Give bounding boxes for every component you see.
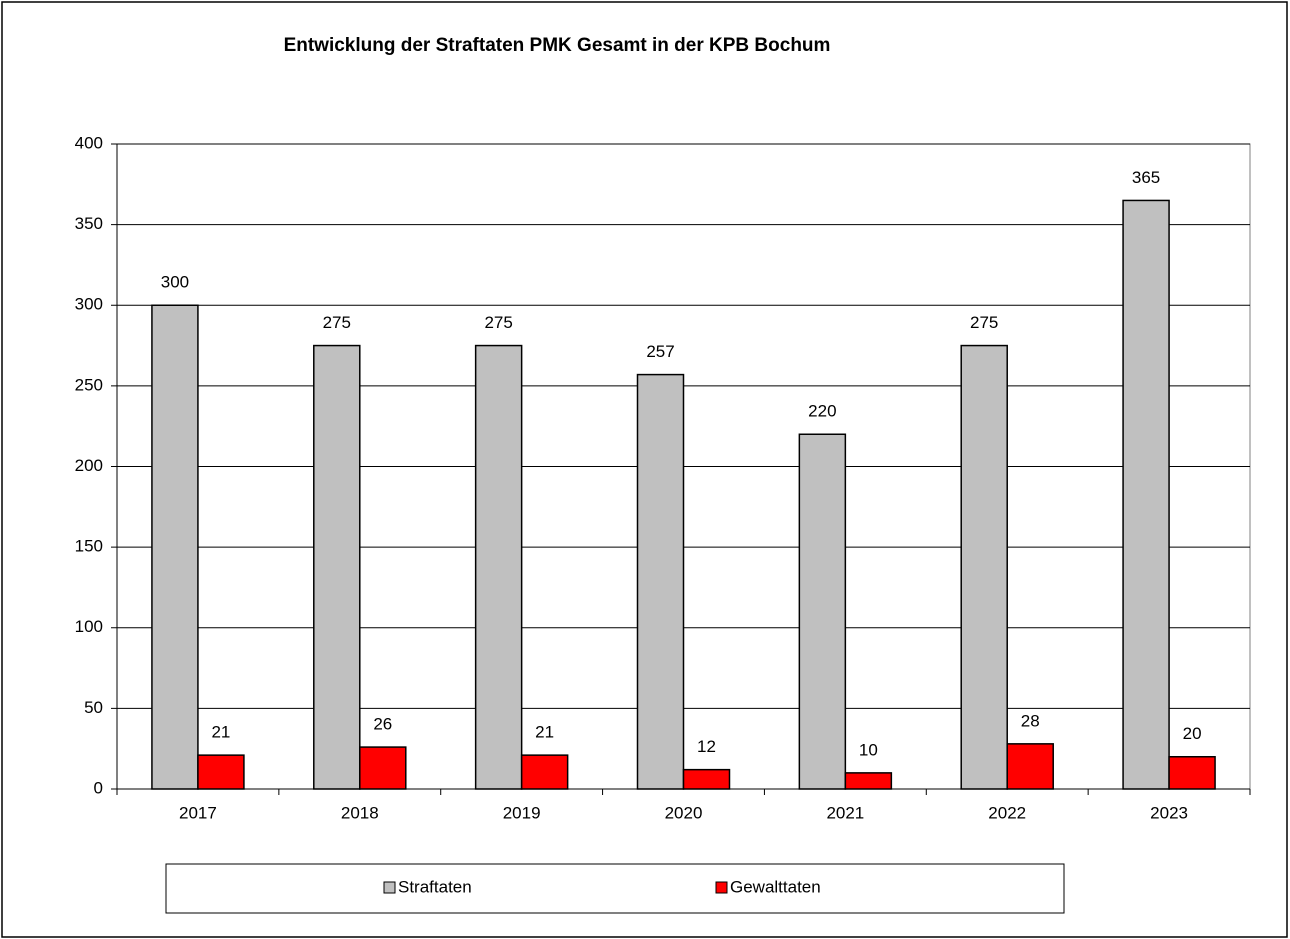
bar: [359, 746, 407, 790]
data-label: 275: [323, 313, 351, 332]
x-tick-label: 2021: [826, 803, 864, 822]
bar: [1168, 756, 1216, 790]
y-tick-label: 200: [75, 456, 103, 475]
y-tick-label: 50: [84, 698, 103, 717]
legend-label: Straftaten: [398, 877, 472, 896]
data-label: 10: [859, 740, 878, 759]
bar: [1006, 743, 1054, 790]
data-label: 300: [161, 273, 189, 292]
x-tick-label: 2020: [665, 803, 703, 822]
y-tick-label: 250: [75, 375, 103, 394]
data-label: 21: [211, 723, 230, 742]
legend-swatch: [715, 881, 728, 894]
y-tick-label: 400: [75, 133, 103, 152]
data-label: 365: [1132, 168, 1160, 187]
bar: [636, 373, 685, 790]
y-tick-label: 350: [75, 214, 103, 233]
x-tick-label: 2017: [179, 803, 217, 822]
legend-label: Gewalttaten: [730, 877, 821, 896]
data-label: 20: [1183, 724, 1202, 743]
y-tick-label: 100: [75, 617, 103, 636]
bar: [1122, 199, 1170, 790]
y-tick-label: 300: [75, 295, 103, 314]
x-tick-label: 2018: [341, 803, 379, 822]
data-label: 220: [808, 402, 836, 421]
chart-title: Entwicklung der Straftaten PMK Gesamt in…: [284, 35, 831, 56]
x-tick-label: 2022: [988, 803, 1026, 822]
bar: [798, 433, 847, 790]
data-label: 12: [697, 737, 716, 756]
x-tick-label: 2019: [503, 803, 541, 822]
data-label: 21: [535, 723, 554, 742]
y-tick-label: 150: [75, 537, 103, 556]
bar: [520, 754, 569, 790]
data-label: 257: [646, 342, 674, 361]
bar: [682, 768, 731, 790]
y-tick-label: 0: [94, 778, 103, 797]
bar: [151, 304, 199, 790]
x-tick-label: 2023: [1150, 803, 1188, 822]
data-label: 275: [484, 313, 512, 332]
legend-swatch: [383, 881, 396, 894]
data-label: 275: [970, 313, 998, 332]
legend-box: [165, 863, 1065, 914]
data-label: 28: [1021, 711, 1040, 730]
bar: [197, 754, 245, 790]
bar: [960, 344, 1008, 790]
data-label: 26: [373, 715, 392, 734]
bar: [313, 344, 361, 790]
bar: [474, 344, 523, 790]
bar: [844, 772, 893, 790]
